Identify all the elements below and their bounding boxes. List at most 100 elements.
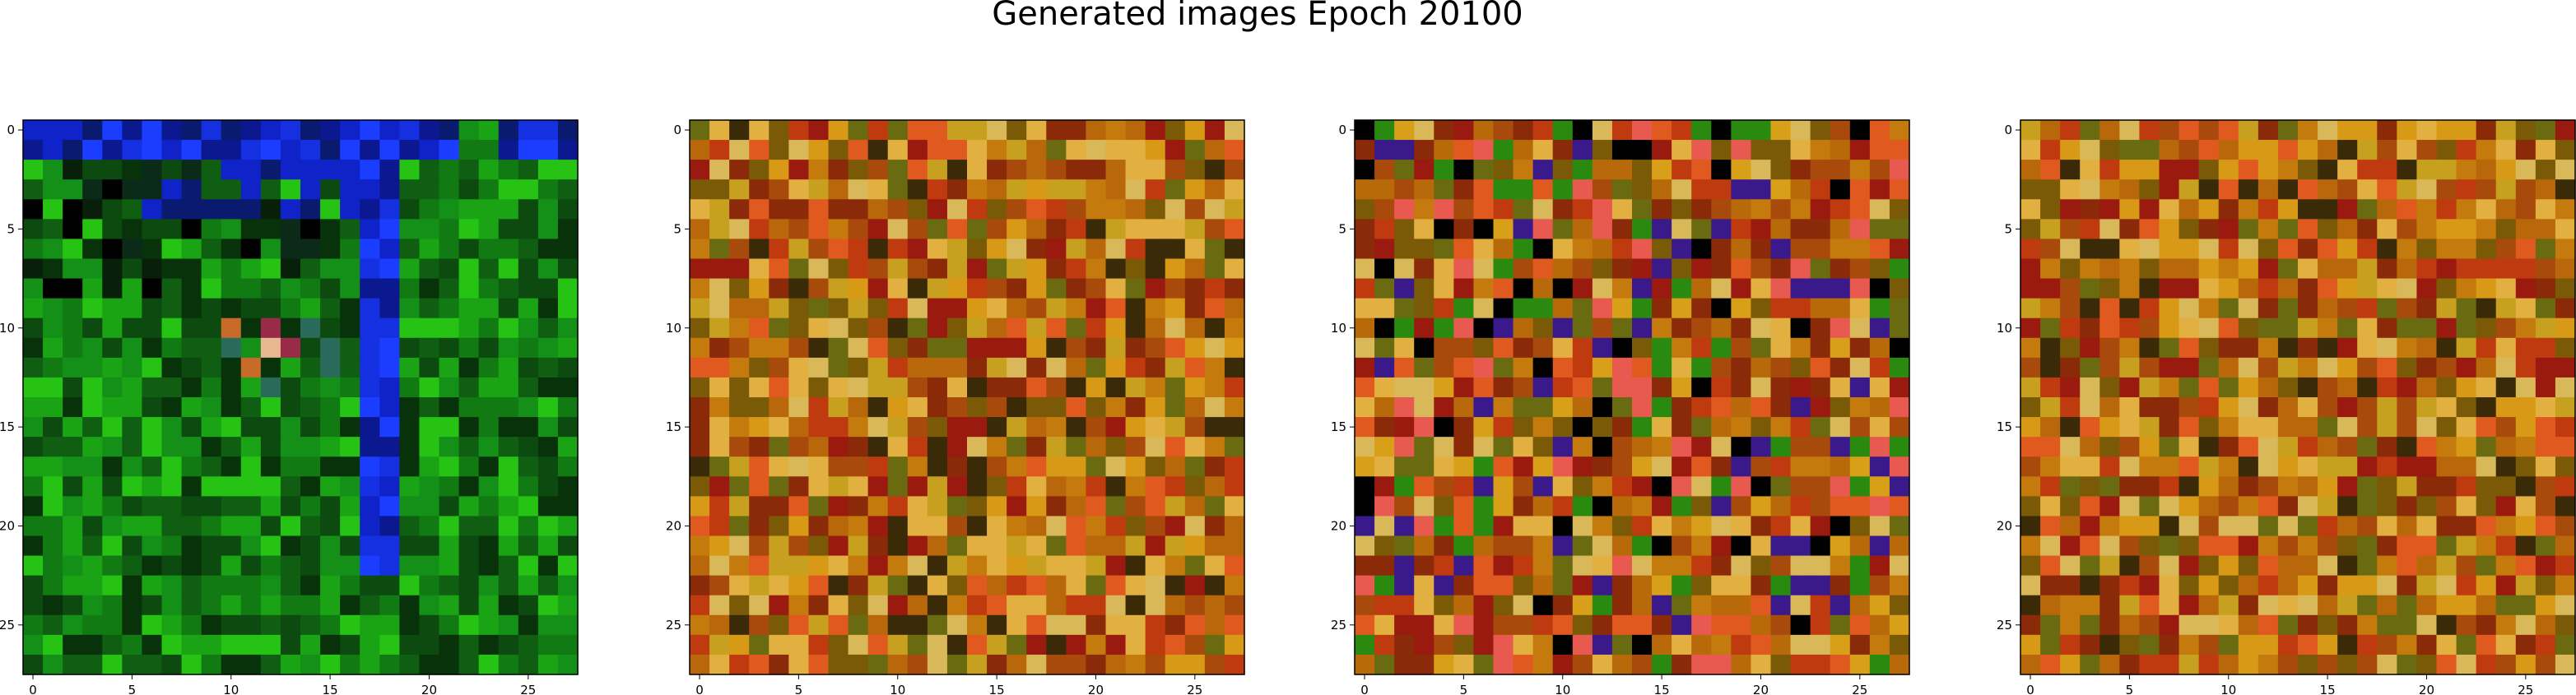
pixel: [1790, 140, 1811, 160]
pixel: [1355, 417, 1375, 438]
pixel: [1374, 357, 1395, 378]
pixel: [2238, 397, 2259, 418]
pixel: [709, 337, 730, 359]
pixel: [1532, 377, 1554, 398]
pixel: [2099, 160, 2120, 180]
pixel: [2318, 456, 2338, 477]
pixel: [749, 516, 770, 537]
pixel: [2397, 437, 2418, 457]
pixel: [201, 476, 222, 497]
pixel: [1770, 417, 1792, 438]
pixel: [1086, 278, 1107, 299]
pixel: [537, 258, 559, 280]
pixel: [828, 614, 849, 636]
pixel: [2337, 397, 2358, 418]
pixel: [2178, 298, 2200, 319]
pixel: [320, 258, 341, 280]
pixel: [340, 199, 360, 220]
pixel: [2119, 535, 2141, 557]
pixel: [63, 575, 83, 596]
pixel: [769, 654, 789, 675]
pixel: [1184, 219, 1206, 240]
pixel: [1711, 179, 1732, 200]
pixel: [399, 140, 421, 160]
pixel: [458, 140, 480, 160]
pixel: [557, 575, 579, 596]
pixel: [1790, 278, 1811, 299]
pixel: [221, 535, 242, 557]
pixel: [1552, 417, 1574, 438]
pixel: [518, 219, 539, 240]
pixel: [557, 634, 579, 656]
pixel: [1105, 476, 1127, 497]
pixel: [2139, 437, 2160, 457]
pixel: [161, 516, 183, 537]
pixel: [788, 437, 810, 457]
pixel: [1374, 199, 1395, 220]
pixel: [1453, 140, 1475, 160]
pixel: [1830, 614, 1851, 636]
pixel: [2318, 258, 2338, 280]
pixel: [122, 476, 143, 497]
pixel: [23, 239, 44, 260]
pixel: [690, 377, 710, 398]
x-tick-label: 25: [1187, 683, 1202, 695]
pixel: [1007, 239, 1027, 260]
pixel: [320, 199, 341, 220]
pixel: [1204, 555, 1225, 577]
pixel: [1790, 337, 1811, 359]
pixel: [2139, 298, 2160, 319]
pixel: [729, 239, 750, 260]
pixel: [1007, 140, 1027, 160]
pixel: [690, 140, 710, 160]
pixel: [1355, 575, 1375, 596]
pixel: [1184, 199, 1206, 220]
pixel: [2257, 160, 2279, 180]
pixel: [122, 199, 143, 220]
pixel: [1532, 417, 1554, 438]
pixel: [2476, 140, 2497, 160]
pixel: [1513, 456, 1534, 477]
pixel: [887, 555, 909, 577]
pixel: [1869, 555, 1890, 577]
pixel: [1731, 535, 1752, 557]
pixel: [260, 555, 281, 577]
pixel: [1184, 140, 1206, 160]
pixel: [1394, 140, 1415, 160]
pixel: [1493, 258, 1514, 280]
pixel: [1513, 317, 1534, 339]
pixel: [2357, 634, 2378, 656]
pixel: [2416, 516, 2438, 537]
pixel: [769, 417, 789, 438]
pixel: [1572, 496, 1593, 517]
pixel: [2040, 239, 2061, 260]
pixel: [419, 535, 440, 557]
pixel: [2515, 437, 2536, 457]
pixel: [260, 357, 281, 378]
pixel: [2139, 179, 2160, 200]
pixel: [1184, 397, 1206, 418]
pixel: [360, 278, 380, 299]
pixel: [867, 298, 889, 319]
pixel: [1125, 437, 1146, 457]
pixel: [201, 417, 222, 438]
pixel: [221, 437, 242, 457]
pixel: [478, 614, 500, 636]
pixel: [2555, 654, 2576, 675]
pixel: [2139, 614, 2160, 636]
pixel: [379, 516, 400, 537]
pixel: [498, 140, 519, 160]
pixel: [1810, 417, 1831, 438]
pixel: [1532, 456, 1554, 477]
pixel: [1493, 239, 1514, 260]
pixel: [2456, 258, 2477, 280]
pixel: [2456, 575, 2477, 596]
pixel: [1434, 317, 1454, 339]
pixel: [927, 516, 948, 537]
pixel: [1453, 160, 1475, 180]
pixel: [1711, 239, 1732, 260]
pixel: [1849, 654, 1871, 675]
pixel: [946, 417, 968, 438]
pixel: [2198, 258, 2220, 280]
pixel: [1374, 397, 1395, 418]
